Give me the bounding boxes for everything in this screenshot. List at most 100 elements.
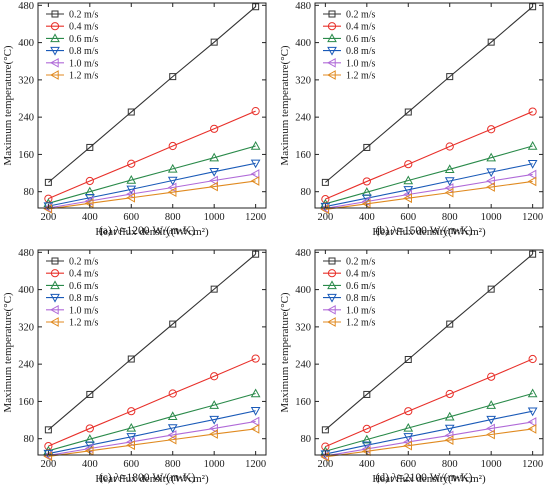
x-tick-label: 200 [40, 212, 56, 223]
data-point [486, 176, 495, 186]
data-point [209, 152, 220, 162]
series-0-4-m-s [321, 107, 537, 204]
legend-label: 0.2 m/s [346, 10, 376, 21]
legend-marker [327, 269, 337, 278]
data-point [209, 429, 218, 439]
y-tick-label: 400 [18, 285, 34, 296]
legend-item: 0.6 m/s [46, 33, 99, 45]
data-point [209, 175, 218, 186]
y-tick-label: 320 [18, 75, 34, 86]
data-point [169, 320, 177, 328]
y-tick-label: 320 [295, 322, 311, 333]
data-point [251, 106, 260, 116]
legend-item: 0.8 m/s [323, 293, 376, 304]
legend: 0.2 m/s0.4 m/s0.6 m/s0.8 m/s1.0 m/s 1.2 m… [323, 257, 376, 329]
panel-caption: (d) λ=2100 W/(m·K) [375, 472, 472, 484]
y-tick-label: 80 [301, 187, 312, 198]
legend-item: 1.0 m/s [46, 304, 99, 316]
series-0-6-m-s [320, 388, 538, 455]
data-point [250, 407, 261, 416]
data-point [209, 423, 218, 434]
legend-item: 1.0 m/s [323, 57, 376, 69]
y-tick-label: 480 [295, 1, 311, 12]
legend-marker [50, 293, 60, 303]
x-tick-label: 1200 [245, 459, 266, 470]
data-point [528, 354, 537, 364]
series-line [48, 420, 256, 457]
data-point [403, 186, 414, 195]
series-1-2-m-s [320, 176, 537, 215]
y-tick-label: 480 [295, 248, 311, 259]
data-point [167, 430, 177, 440]
data-point [404, 108, 412, 116]
data-point [403, 433, 414, 442]
x-tick-label: 800 [442, 212, 458, 223]
data-point [126, 185, 137, 195]
legend-label: 0.8 m/s [69, 46, 99, 57]
series-line [48, 253, 256, 431]
legend-item: 0.8 m/s [46, 293, 99, 304]
legend-label: 0.2 m/s [69, 10, 99, 21]
series-line [48, 180, 256, 210]
legend-label: 0.6 m/s [346, 281, 376, 292]
legend-label: 1.2 m/s [69, 71, 99, 82]
data-point [85, 176, 94, 186]
data-point [250, 388, 261, 398]
data-point [168, 389, 177, 398]
y-tick-label: 240 [295, 360, 311, 371]
legend-label: 1.0 m/s [69, 58, 99, 69]
series-0-2-m-s [44, 250, 260, 434]
series-line [48, 6, 256, 183]
panel-caption: (c) λ=1800 W/(m·K) [99, 472, 196, 484]
data-point [127, 159, 136, 168]
y-tick-label: 80 [24, 187, 35, 198]
legend: 0.2 m/s0.4 m/s0.6 m/s0.8 m/s1.0 m/s 1.2 m… [46, 10, 99, 82]
legend-marker [326, 57, 336, 68]
x-tick-label: 1000 [481, 459, 502, 470]
legend-label: 0.4 m/s [69, 22, 99, 33]
data-point [446, 73, 454, 81]
y-tick-label: 80 [24, 434, 35, 445]
series-line [48, 410, 256, 455]
data-point [487, 125, 496, 134]
data-point [362, 424, 371, 434]
data-point [127, 355, 135, 363]
y-axis-label: Maximum temperature(°C) [279, 292, 291, 413]
data-point [444, 411, 455, 421]
chart-panel-c: (c) λ=1800 W/(m·K) 200 400 600 800 1000 1200 8… [2, 248, 267, 485]
legend-label: 0.8 m/s [69, 293, 99, 304]
x-axis-label: Heat flux density(W/cm²) [95, 473, 209, 485]
data-point [527, 417, 537, 427]
series-line [325, 428, 533, 458]
legend-marker [327, 280, 337, 290]
data-point [527, 160, 538, 169]
data-point [167, 182, 177, 193]
legend-marker [49, 57, 59, 68]
x-tick-label: 600 [123, 212, 139, 223]
series-line [325, 163, 533, 208]
x-tick-label: 800 [165, 212, 181, 223]
y-axis-label: Maximum temperature(°C) [2, 45, 14, 166]
data-point [209, 400, 220, 409]
data-point [126, 175, 137, 184]
series-line [325, 392, 533, 452]
data-point [167, 187, 177, 198]
data-point [445, 389, 454, 399]
x-tick-label: 600 [123, 459, 139, 470]
x-tick-label: 800 [165, 459, 181, 470]
y-tick-label: 160 [18, 150, 34, 161]
data-point [363, 390, 371, 398]
y-tick-label: 320 [295, 75, 311, 86]
x-axis-label: Heat flux density(W/cm²) [372, 226, 486, 238]
legend-item: 0.4 m/s [46, 269, 99, 280]
data-point [362, 177, 371, 186]
x-tick-label: 800 [442, 459, 458, 470]
legend-marker [326, 304, 336, 315]
legend-label: 0.6 m/s [69, 281, 99, 292]
x-tick-label: 600 [400, 212, 416, 223]
legend-label: 0.6 m/s [346, 34, 376, 45]
y-tick-label: 480 [18, 248, 34, 259]
series-0-4-m-s [321, 354, 537, 451]
